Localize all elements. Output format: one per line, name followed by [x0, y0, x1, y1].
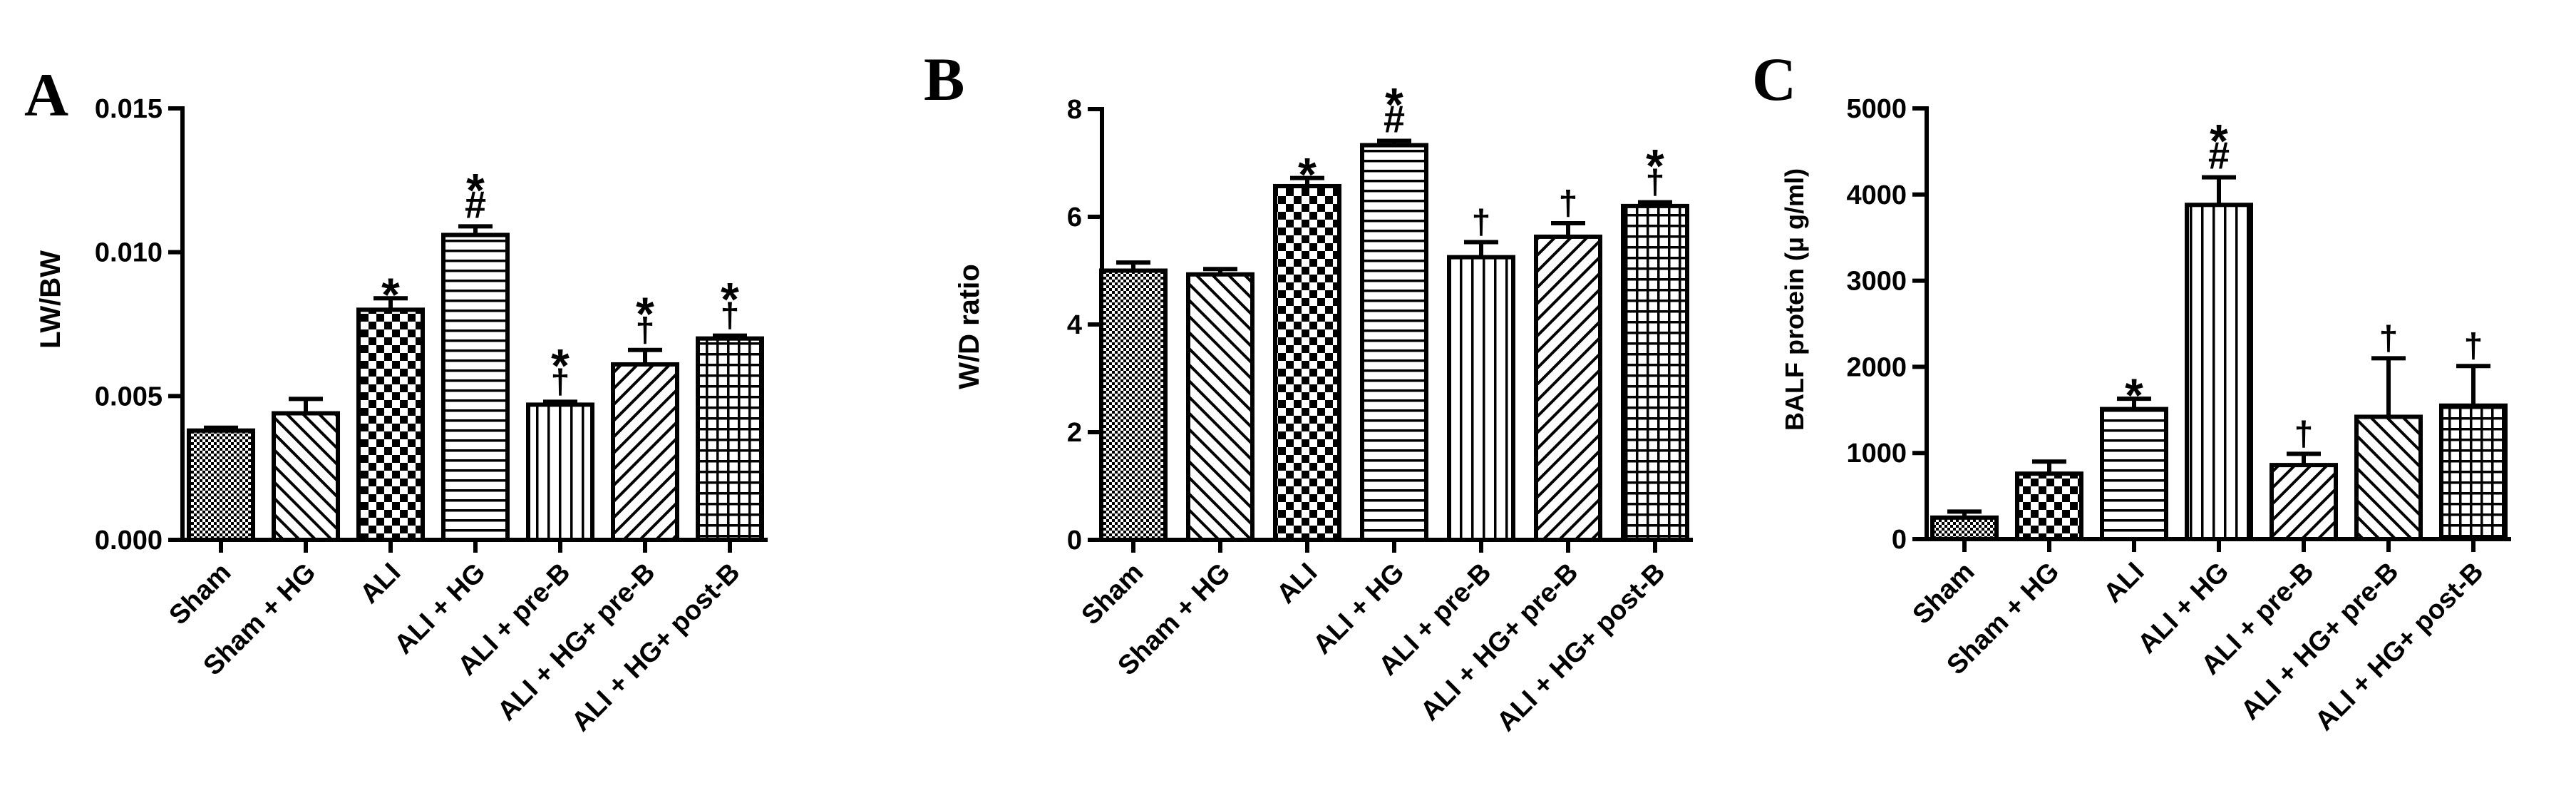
- y-tick-label: 4000: [1846, 180, 1907, 210]
- bar: [1534, 234, 1602, 542]
- panel-letter-b: B: [924, 45, 964, 113]
- significance-mark: †: [2464, 327, 2483, 365]
- x-category-label: ALI + HG+ post-B: [1491, 558, 1671, 737]
- bar: [2270, 463, 2338, 541]
- bar: [2439, 403, 2508, 542]
- significance-mark: *: [636, 287, 654, 340]
- y-tick-label: 0.015: [95, 94, 163, 124]
- x-category-label: ALI: [354, 558, 406, 610]
- y-tick-label: 0.010: [95, 238, 163, 268]
- significance-mark: #: [1384, 98, 1405, 141]
- y-tick-label: 6: [1067, 203, 1082, 232]
- y-tick-label: 0.005: [95, 382, 163, 411]
- bar: [2100, 406, 2168, 541]
- y-tick-label: 0: [1067, 526, 1082, 556]
- y-tick-label: 4: [1067, 310, 1082, 340]
- significance-mark: *: [381, 268, 400, 321]
- significance-mark: †: [2379, 319, 2399, 357]
- y-tick-label: 1000: [1846, 439, 1907, 469]
- significance-mark: *: [1646, 140, 1664, 193]
- y-tick-label: 0.000: [95, 526, 163, 556]
- bar: [1360, 143, 1428, 542]
- bar: [696, 336, 764, 542]
- significance-mark: *: [721, 273, 739, 326]
- bar: [526, 402, 594, 543]
- bar: [2185, 203, 2253, 541]
- bar: [1099, 268, 1168, 542]
- significance-mark: #: [465, 183, 486, 226]
- bar: [1273, 183, 1341, 542]
- bar: [2354, 414, 2423, 541]
- x-category-label: ALI + HG+ pre-B: [492, 558, 661, 727]
- panel-letter-a: A: [24, 61, 68, 129]
- significance-mark: †: [721, 297, 740, 335]
- significance-mark: *: [1385, 78, 1403, 131]
- significance-mark: †: [1472, 203, 1491, 241]
- panel-c: C BALF protein (μ g/ml) 0 1000 2000 3000 400…: [1752, 45, 2511, 737]
- bar: [1930, 515, 1999, 541]
- bar: [1621, 203, 1689, 542]
- significance-mark: †: [1646, 164, 1665, 202]
- significance-mark: *: [466, 163, 485, 216]
- y-axis-label-a: LW/BW: [35, 250, 66, 349]
- x-category-label: Sham: [163, 558, 237, 631]
- x-category-label: ALI + HG+ pre-B: [1415, 558, 1584, 727]
- bar: [611, 362, 679, 543]
- x-category-label: ALI: [2098, 557, 2150, 609]
- significance-mark: †: [636, 312, 655, 349]
- bar: [1447, 255, 1515, 542]
- significance-mark: *: [2210, 115, 2228, 168]
- y-tick-label: 3000: [1846, 267, 1907, 297]
- bar: [187, 428, 255, 542]
- significance-mark: #: [2208, 135, 2230, 178]
- x-category-label: ALI + HG+ post-B: [566, 558, 746, 737]
- significance-mark: *: [1298, 148, 1317, 201]
- significance-mark: *: [551, 339, 570, 392]
- y-tick-label: 2000: [1846, 352, 1907, 382]
- y-axis-label-b: W/D ratio: [954, 264, 985, 389]
- y-tick-label: 2: [1067, 418, 1082, 448]
- bar: [1186, 272, 1254, 542]
- significance-mark: †: [551, 363, 570, 401]
- bar: [272, 411, 340, 542]
- x-category-label: ALI + HG+ pre-B: [2235, 557, 2404, 726]
- bar: [356, 307, 425, 542]
- x-category-label: Sham: [1076, 558, 1149, 631]
- x-category-label: ALI + HG+ post-B: [2309, 557, 2489, 737]
- y-tick-label: 5000: [1846, 94, 1907, 124]
- significance-mark: *: [2125, 369, 2143, 421]
- panel-letter-c: C: [1752, 45, 1796, 113]
- bar: [2015, 471, 2083, 542]
- y-tick-label: 8: [1067, 95, 1082, 125]
- y-tick-label: 0: [1892, 525, 1907, 555]
- x-category-label: Sham: [1907, 557, 1980, 630]
- y-axis-label-c: BALF protein (μ g/ml): [1780, 168, 1809, 431]
- bar: [441, 232, 510, 542]
- significance-mark: †: [2294, 415, 2314, 453]
- significance-mark: †: [1559, 185, 1578, 223]
- x-category-label: ALI: [1271, 558, 1323, 610]
